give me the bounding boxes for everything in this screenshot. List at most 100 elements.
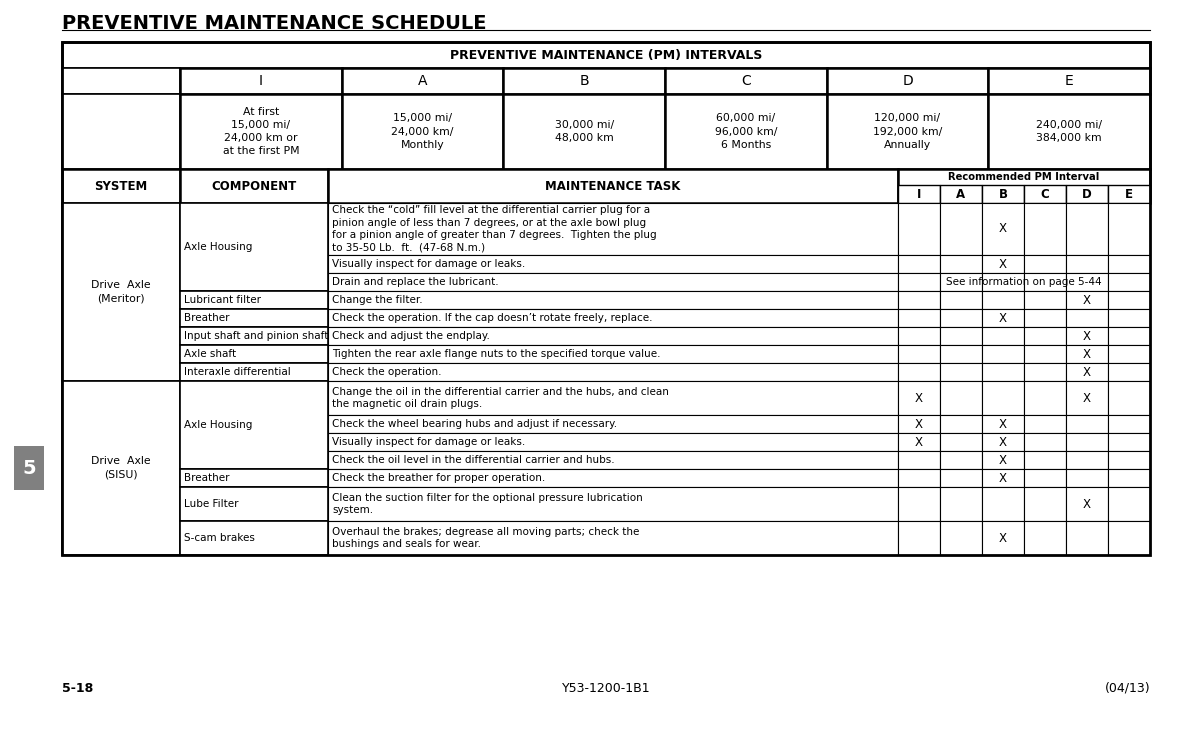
- Text: SYSTEM: SYSTEM: [95, 179, 148, 193]
- Bar: [982, 327, 1024, 345]
- Text: Drive  Axle
(SISU): Drive Axle (SISU): [91, 456, 151, 479]
- Bar: [180, 169, 327, 203]
- Bar: [14, 446, 44, 490]
- Bar: [1024, 433, 1066, 451]
- Bar: [940, 345, 982, 363]
- Bar: [327, 309, 898, 327]
- Text: PREVENTIVE MAINTENANCE SCHEDULE: PREVENTIVE MAINTENANCE SCHEDULE: [61, 14, 487, 33]
- Bar: [327, 255, 898, 273]
- Bar: [1066, 487, 1108, 521]
- Bar: [1066, 415, 1108, 433]
- Bar: [61, 94, 180, 169]
- Text: Axle shaft: Axle shaft: [184, 349, 236, 359]
- Bar: [327, 291, 898, 309]
- Text: X: X: [999, 258, 1007, 271]
- Bar: [940, 451, 982, 469]
- Bar: [1108, 433, 1150, 451]
- Text: 5: 5: [22, 458, 35, 477]
- Text: Input shaft and pinion shaft: Input shaft and pinion shaft: [184, 331, 329, 341]
- Text: X: X: [999, 436, 1007, 449]
- Bar: [180, 291, 327, 309]
- Bar: [940, 363, 982, 381]
- Bar: [61, 169, 180, 203]
- Bar: [898, 273, 940, 291]
- Bar: [327, 487, 898, 521]
- Bar: [327, 327, 898, 345]
- Bar: [826, 68, 988, 94]
- Bar: [898, 309, 940, 327]
- Text: E: E: [1065, 74, 1073, 88]
- Text: Lube Filter: Lube Filter: [184, 499, 239, 509]
- Text: X: X: [999, 312, 1007, 324]
- Bar: [180, 68, 342, 94]
- Text: X: X: [999, 454, 1007, 466]
- Text: Check the “cold” fill level at the differential carrier plug for a
pinion angle : Check the “cold” fill level at the diffe…: [332, 206, 657, 253]
- Bar: [1024, 327, 1066, 345]
- Text: Recommended PM Interval: Recommended PM Interval: [948, 172, 1099, 182]
- Bar: [1066, 273, 1108, 291]
- Text: Visually inspect for damage or leaks.: Visually inspect for damage or leaks.: [332, 437, 525, 447]
- Text: COMPONENT: COMPONENT: [212, 179, 297, 193]
- Bar: [982, 363, 1024, 381]
- Bar: [940, 185, 982, 203]
- Text: B: B: [999, 187, 1007, 201]
- Bar: [1108, 451, 1150, 469]
- Bar: [180, 521, 327, 555]
- Text: Check the operation.: Check the operation.: [332, 367, 442, 377]
- Bar: [1024, 345, 1066, 363]
- Bar: [982, 309, 1024, 327]
- Bar: [1108, 363, 1150, 381]
- Bar: [327, 203, 898, 255]
- Text: 60,000 mi/
96,000 km/
6 Months: 60,000 mi/ 96,000 km/ 6 Months: [715, 113, 777, 150]
- Bar: [1066, 345, 1108, 363]
- Bar: [898, 363, 940, 381]
- Bar: [1066, 451, 1108, 469]
- Text: X: X: [1083, 498, 1091, 510]
- Text: Check the breather for proper operation.: Check the breather for proper operation.: [332, 473, 545, 483]
- Text: D: D: [1083, 187, 1092, 201]
- Bar: [898, 415, 940, 433]
- Bar: [1108, 273, 1150, 291]
- Text: D: D: [902, 74, 913, 88]
- Text: Overhaul the brakes; degrease all moving parts; check the
bushings and seals for: Overhaul the brakes; degrease all moving…: [332, 527, 639, 549]
- Bar: [180, 487, 327, 521]
- Bar: [342, 68, 504, 94]
- Bar: [327, 169, 898, 203]
- Bar: [327, 451, 898, 469]
- Bar: [982, 381, 1024, 415]
- Text: 120,000 mi/
192,000 km/
Annually: 120,000 mi/ 192,000 km/ Annually: [872, 113, 942, 150]
- Bar: [898, 469, 940, 487]
- Bar: [504, 68, 665, 94]
- Text: X: X: [1083, 365, 1091, 378]
- Bar: [826, 94, 988, 169]
- Bar: [61, 381, 180, 555]
- Text: Breather: Breather: [184, 313, 229, 323]
- Bar: [1024, 469, 1066, 487]
- Bar: [61, 42, 1150, 555]
- Bar: [982, 451, 1024, 469]
- Bar: [1066, 255, 1108, 273]
- Bar: [898, 451, 940, 469]
- Bar: [327, 363, 898, 381]
- Text: C: C: [1040, 187, 1050, 201]
- Bar: [1066, 327, 1108, 345]
- Text: PREVENTIVE MAINTENANCE (PM) INTERVALS: PREVENTIVE MAINTENANCE (PM) INTERVALS: [450, 48, 762, 61]
- Bar: [1066, 469, 1108, 487]
- Bar: [1108, 381, 1150, 415]
- Bar: [1024, 273, 1066, 291]
- Text: X: X: [999, 223, 1007, 236]
- Bar: [898, 291, 940, 309]
- Text: X: X: [1083, 294, 1091, 307]
- Text: Check the operation. If the cap doesn’t rotate freely, replace.: Check the operation. If the cap doesn’t …: [332, 313, 652, 323]
- Bar: [180, 94, 342, 169]
- Bar: [327, 433, 898, 451]
- Text: X: X: [915, 417, 923, 430]
- Text: 5-18: 5-18: [61, 681, 93, 695]
- Text: X: X: [999, 417, 1007, 430]
- Bar: [982, 469, 1024, 487]
- Text: Change the oil in the differential carrier and the hubs, and clean
the magnetic : Change the oil in the differential carri…: [332, 386, 669, 409]
- Text: 240,000 mi/
384,000 km: 240,000 mi/ 384,000 km: [1037, 120, 1102, 143]
- Text: See information on page 5-44: See information on page 5-44: [946, 277, 1102, 287]
- Text: S-cam brakes: S-cam brakes: [184, 533, 255, 543]
- Bar: [327, 521, 898, 555]
